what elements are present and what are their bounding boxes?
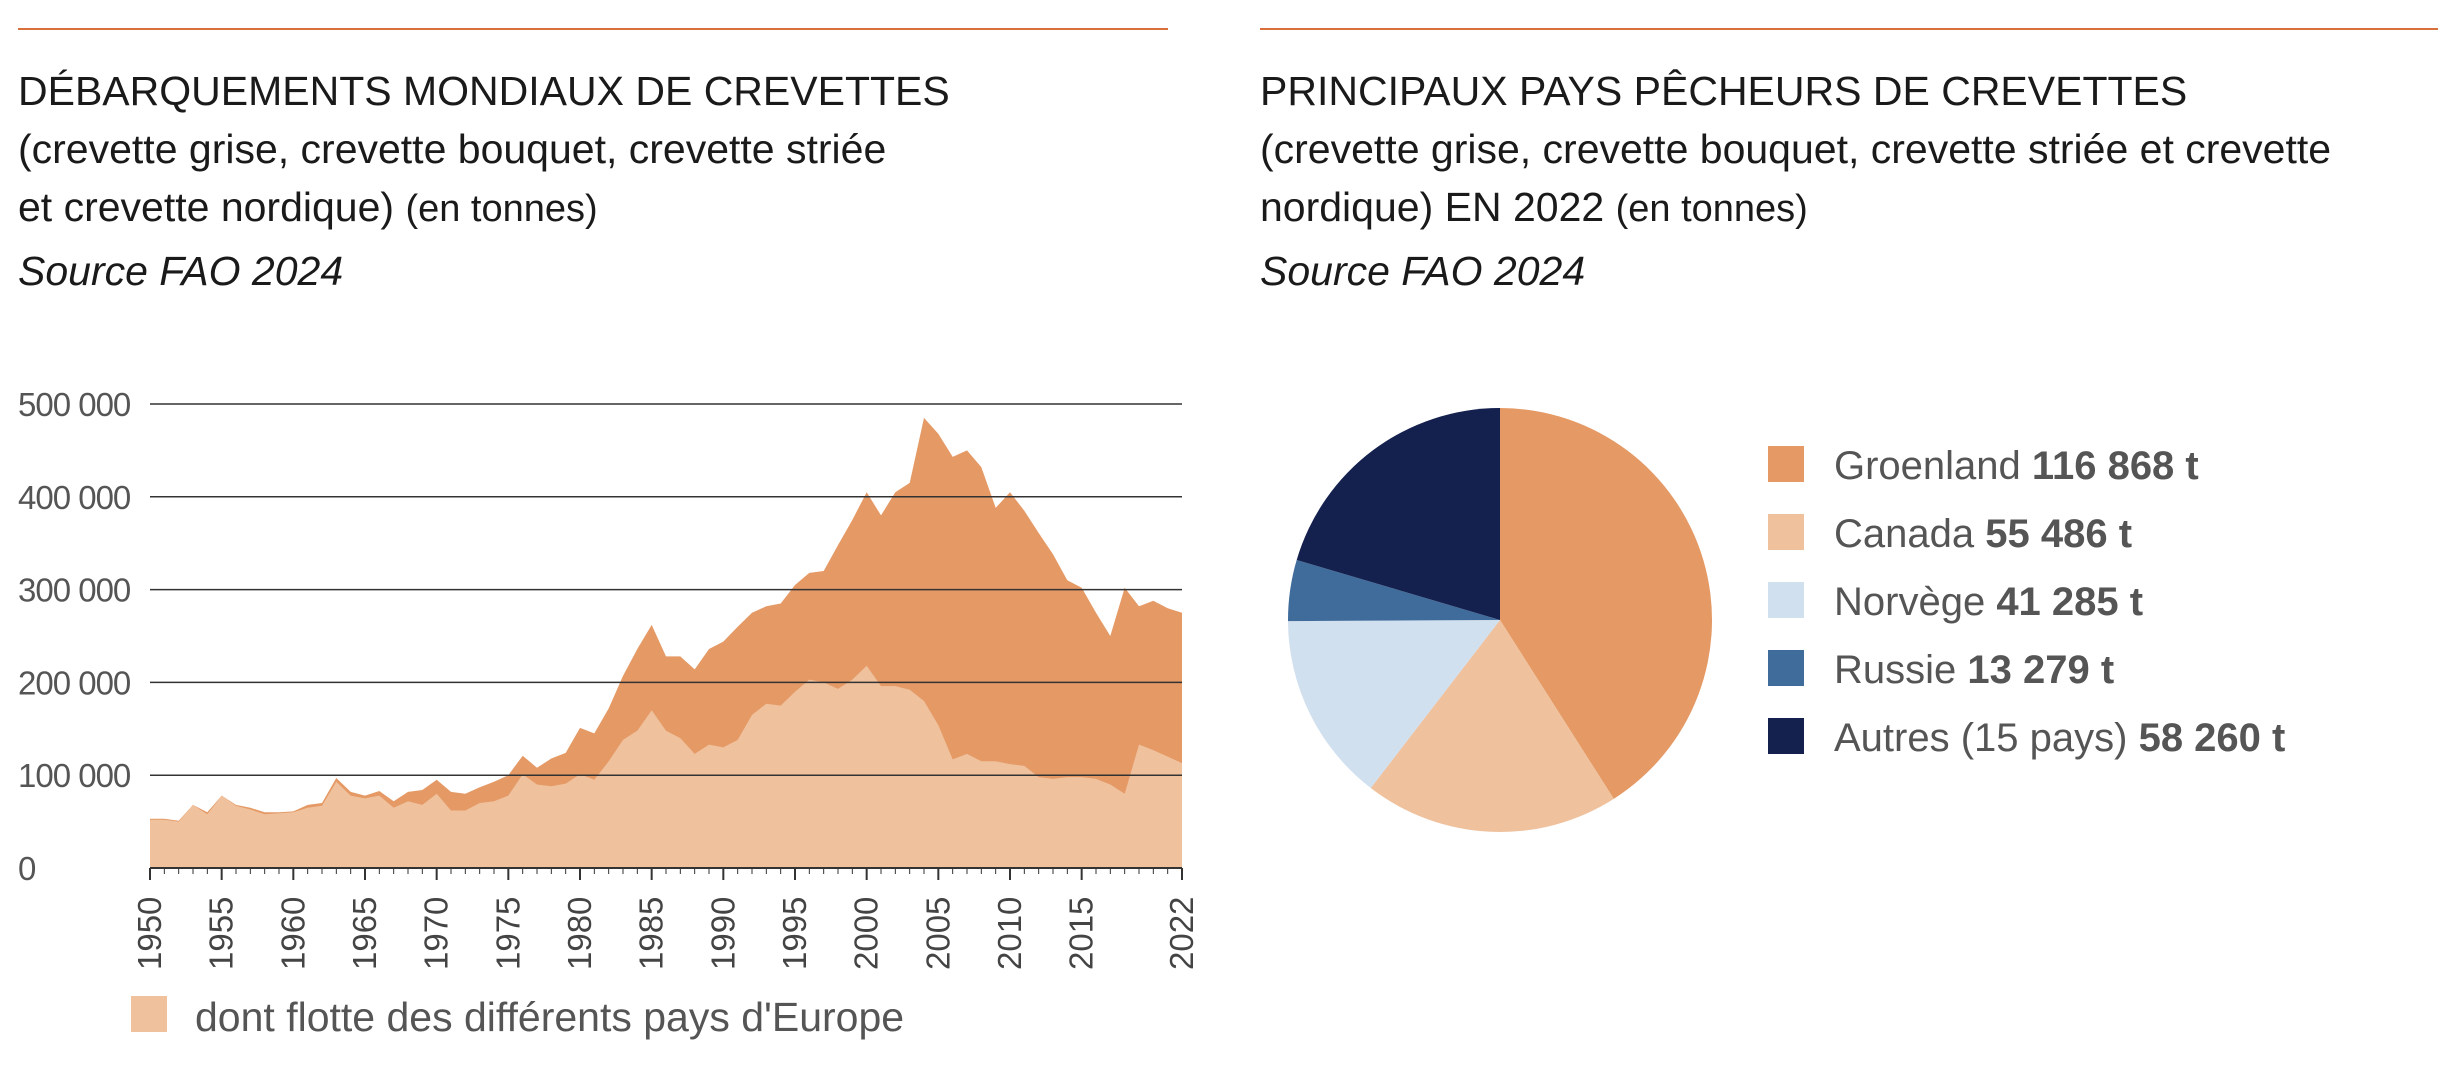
legend-label: Groenland [1834, 444, 2032, 488]
y-tick-label: 400 000 [18, 479, 131, 516]
europe-swatch [131, 996, 167, 1033]
area-chart: 0 100 000 200 000 300 000 400 000 500 000 1950… [18, 386, 1200, 970]
pie-slice-canada [1370, 620, 1614, 832]
source-note: Source FAO 2024 [1260, 248, 1586, 294]
x-tick-label: 1980 [561, 897, 598, 970]
pie-chart-title: PRINCIPAUX PAYS PÊCHEURS DE CREVETTES (c… [1260, 62, 2331, 300]
x-tick-label: 2022 [1163, 897, 1200, 970]
y-tick-label: 0 [18, 850, 36, 887]
x-tick-label: 1985 [633, 897, 670, 970]
x-tick-label: 2015 [1063, 897, 1100, 970]
x-tick-label: 1975 [489, 897, 526, 970]
title-line-1: DÉBARQUEMENTS MONDIAUX DE CREVETTES [18, 68, 950, 114]
legend-value: 116 868 t [2031, 444, 2199, 488]
x-tick-label: 1955 [203, 897, 240, 970]
pie-chart [1287, 408, 1712, 832]
pie-legend-item: Autres (15 pays) 58 260 t [1768, 716, 2285, 761]
legend-value: 41 285 t [1996, 580, 2144, 624]
y-tick-label: 200 000 [18, 664, 131, 701]
pie-chart-panel: PRINCIPAUX PAYS PÊCHEURS DE CREVETTES (c… [1260, 0, 2440, 1082]
legend-label: Norvège [1834, 580, 1997, 624]
pie-slice-norvège [1288, 620, 1500, 789]
x-tick-label: 1965 [346, 897, 383, 970]
title-line-3: et crevette nordique) (en tonnes) [18, 184, 598, 230]
legend-value: 13 279 t [1967, 648, 2115, 692]
legend-swatch [1768, 446, 1804, 483]
area-chart-panel: DÉBARQUEMENTS MONDIAUX DE CREVETTES (cre… [18, 0, 1178, 1082]
legend-label: Canada [1834, 512, 1986, 556]
x-tick-label: 2000 [848, 897, 885, 970]
pie-slice-groenland [1500, 408, 1712, 799]
x-tick-label: 1960 [274, 897, 311, 970]
x-tick-label: 1990 [704, 897, 741, 970]
legend-swatch [1768, 514, 1804, 551]
europe-fleet-area [150, 665, 1182, 868]
legend-swatch [1768, 650, 1804, 687]
pie-slice-russie [1287, 559, 1500, 622]
pie-legend-item: Russie 13 279 t [1768, 648, 2114, 693]
title-line-2: (crevette grise, crevette bouquet, creve… [18, 126, 887, 172]
pie-legend-item: Norvège 41 285 t [1768, 580, 2143, 625]
title-line-3: nordique) EN 2022 (en tonnes) [1260, 184, 1808, 230]
x-tick-label: 1970 [418, 897, 455, 970]
legend-swatch [1768, 718, 1804, 755]
title-line-1: PRINCIPAUX PAYS PÊCHEURS DE CREVETTES [1260, 68, 2188, 114]
x-tick-label: 1950 [131, 897, 168, 970]
top-rule [18, 28, 1168, 30]
x-tick-label: 2010 [991, 897, 1028, 970]
area-chart-title: DÉBARQUEMENTS MONDIAUX DE CREVETTES (cre… [18, 62, 950, 300]
source-note: Source FAO 2024 [18, 248, 344, 294]
area-legend-label: dont flotte des différents pays d'Europe [195, 994, 905, 1040]
y-tick-label: 300 000 [18, 572, 131, 609]
area-legend: dont flotte des différents pays d'Europe [131, 994, 904, 1041]
legend-swatch [1768, 582, 1804, 619]
pie-legend-item: Groenland 116 868 t [1768, 444, 2199, 489]
top-rule [1260, 28, 2438, 30]
title-line-2: (crevette grise, crevette bouquet, creve… [1260, 126, 2332, 172]
legend-value: 58 260 t [2138, 716, 2286, 760]
pie-legend-item: Canada 55 486 t [1768, 512, 2132, 557]
legend-label: Russie [1834, 648, 1968, 692]
y-tick-label: 100 000 [18, 757, 131, 794]
x-tick-label: 1995 [776, 897, 813, 970]
x-tick-label: 2005 [919, 897, 956, 970]
legend-value: 55 486 t [1985, 512, 2133, 556]
pie-slice-autres [1296, 408, 1500, 620]
y-tick-label: 500 000 [18, 386, 131, 423]
legend-label: Autres (15 pays) [1834, 716, 2139, 760]
